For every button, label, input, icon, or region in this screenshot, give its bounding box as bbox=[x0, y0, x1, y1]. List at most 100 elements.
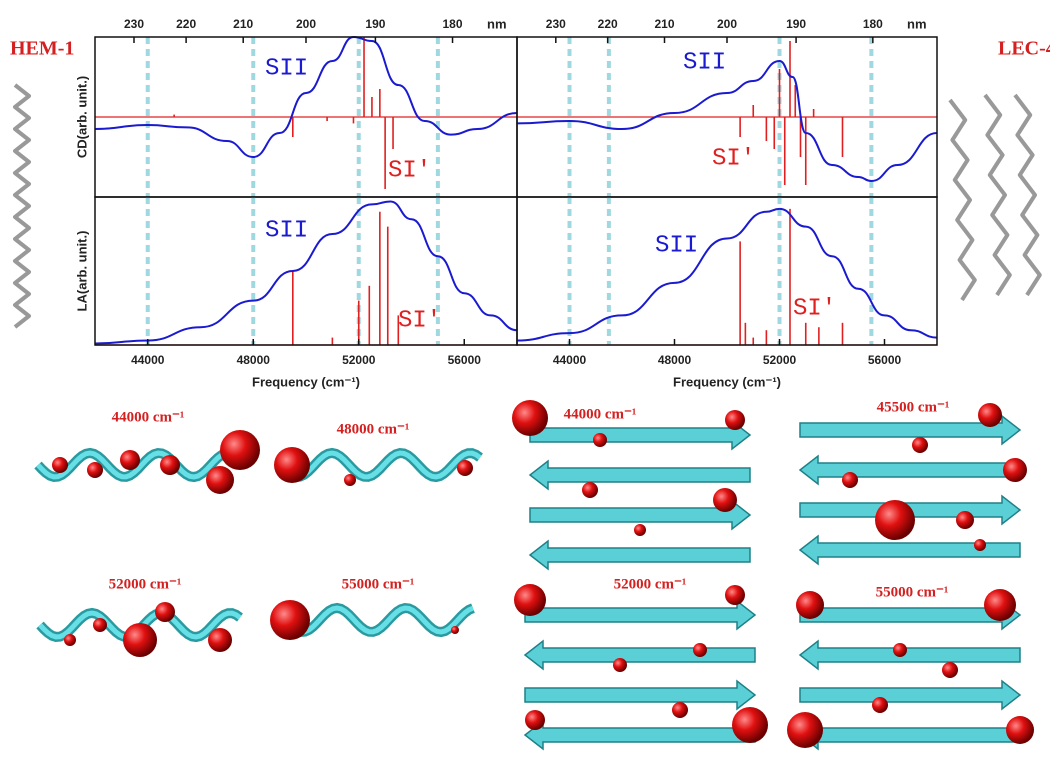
atom-sphere bbox=[956, 511, 974, 529]
x-axis-label: Frequency (cm⁻¹) bbox=[252, 374, 360, 389]
atom-sphere bbox=[634, 524, 646, 536]
strand bbox=[524, 679, 757, 711]
atom-sphere bbox=[872, 697, 888, 713]
snapshot-label: 45500 cm⁻¹ bbox=[877, 399, 950, 415]
x2-tick-label: 210 bbox=[654, 17, 674, 31]
x2-tick-label: 220 bbox=[598, 17, 618, 31]
strand bbox=[798, 454, 1021, 486]
x2-tick-label: 220 bbox=[176, 17, 196, 31]
right-title: LEC-4 bbox=[998, 38, 1050, 60]
atom-sphere bbox=[942, 662, 958, 678]
y-axis-label: CD(arb. unit.) bbox=[74, 76, 89, 158]
snapshot-label: 55000 cm⁻¹ bbox=[876, 584, 949, 600]
x-tick-label: 44000 bbox=[131, 353, 165, 367]
atom-sphere bbox=[582, 482, 598, 498]
curve bbox=[94, 200, 518, 345]
x-tick-label: 48000 bbox=[237, 353, 271, 367]
snapshot-label: 52000 cm⁻¹ bbox=[109, 576, 182, 592]
atom-sphere bbox=[713, 488, 737, 512]
snapshot-label: 44000 cm⁻¹ bbox=[112, 409, 185, 425]
atom-sphere bbox=[155, 602, 175, 622]
curve bbox=[94, 35, 518, 159]
atom-sphere bbox=[672, 702, 688, 718]
x2-tick-label: 190 bbox=[786, 17, 806, 31]
annotation: SII bbox=[683, 49, 726, 76]
snapshot-label: 55000 cm⁻¹ bbox=[342, 576, 415, 592]
atom-sphere bbox=[344, 474, 356, 486]
annotation: SII bbox=[265, 55, 308, 82]
atom-sphere bbox=[208, 628, 232, 652]
chain-trace bbox=[948, 98, 977, 302]
atom-sphere bbox=[725, 410, 745, 430]
atom-sphere bbox=[120, 450, 140, 470]
atom-sphere bbox=[87, 462, 103, 478]
x2-axis-label: nm bbox=[487, 16, 507, 31]
x2-tick-label: 230 bbox=[546, 17, 566, 31]
snapshot-label: 44000 cm⁻¹ bbox=[564, 406, 637, 422]
x2-tick-label: 210 bbox=[233, 17, 253, 31]
atom-sphere bbox=[64, 634, 76, 646]
helix-highlight bbox=[36, 450, 248, 480]
strand bbox=[523, 719, 756, 751]
x2-tick-label: 190 bbox=[365, 17, 385, 31]
atom-sphere bbox=[613, 658, 627, 672]
atom-sphere bbox=[725, 585, 745, 605]
x-tick-label: 52000 bbox=[763, 353, 797, 367]
atom-sphere bbox=[451, 626, 459, 634]
snapshot-label: 48000 cm⁻¹ bbox=[337, 421, 410, 437]
atom-sphere bbox=[693, 643, 707, 657]
atom-sphere bbox=[842, 472, 858, 488]
atom-sphere bbox=[514, 584, 546, 616]
atom-sphere bbox=[274, 447, 310, 483]
x-tick-label: 56000 bbox=[868, 353, 902, 367]
atom-sphere bbox=[525, 710, 545, 730]
annotation: SI′ bbox=[793, 295, 836, 322]
left-title: HEM-1 bbox=[10, 38, 74, 60]
atom-sphere bbox=[787, 712, 823, 748]
curve bbox=[516, 207, 938, 342]
x-tick-label: 52000 bbox=[342, 353, 376, 367]
annotation: SII bbox=[655, 232, 698, 259]
strand bbox=[799, 414, 1022, 446]
helix-highlight bbox=[283, 605, 474, 635]
helix-highlight bbox=[278, 450, 482, 480]
atom-sphere bbox=[160, 455, 180, 475]
atom-sphere bbox=[93, 618, 107, 632]
atom-sphere bbox=[52, 457, 68, 473]
atom-sphere bbox=[270, 600, 310, 640]
strand bbox=[523, 639, 756, 671]
strand bbox=[529, 419, 752, 451]
strand bbox=[798, 534, 1021, 566]
atom-sphere bbox=[457, 460, 473, 476]
strand bbox=[798, 719, 1021, 751]
x2-tick-label: 200 bbox=[296, 17, 316, 31]
atom-sphere bbox=[1003, 458, 1027, 482]
x2-tick-label: 200 bbox=[717, 17, 737, 31]
x2-tick-label: 230 bbox=[124, 17, 144, 31]
plot-frame bbox=[516, 196, 938, 346]
annotation: SI′ bbox=[712, 145, 755, 172]
strand bbox=[528, 459, 751, 491]
atom-sphere bbox=[206, 466, 234, 494]
x2-tick-label: 180 bbox=[443, 17, 463, 31]
snapshot-label: 52000 cm⁻¹ bbox=[614, 576, 687, 592]
atom-sphere bbox=[796, 591, 824, 619]
strand bbox=[799, 679, 1022, 711]
chain-trace bbox=[1013, 93, 1042, 297]
strand bbox=[798, 639, 1021, 671]
atom-sphere bbox=[593, 433, 607, 447]
atom-sphere bbox=[984, 589, 1016, 621]
strand bbox=[528, 539, 751, 571]
curve bbox=[516, 59, 938, 183]
atom-sphere bbox=[512, 400, 548, 436]
atom-sphere bbox=[220, 430, 260, 470]
x-axis-label: Frequency (cm⁻¹) bbox=[673, 374, 781, 389]
x-tick-label: 56000 bbox=[448, 353, 482, 367]
x2-tick-label: 180 bbox=[863, 17, 883, 31]
atom-sphere bbox=[1006, 716, 1034, 744]
x-tick-label: 48000 bbox=[658, 353, 692, 367]
atom-sphere bbox=[123, 623, 157, 657]
atom-sphere bbox=[912, 437, 928, 453]
chain-trace bbox=[13, 83, 31, 329]
